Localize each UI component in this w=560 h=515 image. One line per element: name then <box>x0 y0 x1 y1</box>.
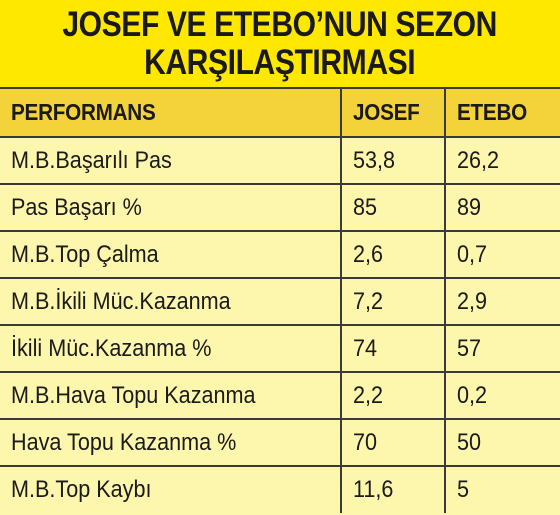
table-row: Hava Topu Kazanma % 70 50 <box>0 418 560 467</box>
josef-value-text: 53,8 <box>353 146 396 174</box>
table-row: M.B.Top Kaybı 11,6 5 <box>0 465 560 513</box>
etebo-value: 0,2 <box>444 371 560 420</box>
header-josef-label: JOSEF <box>353 99 420 125</box>
josef-value: 7,2 <box>340 277 446 326</box>
table-row: M.B.Hava Topu Kazanma 2,2 0,2 <box>0 371 560 420</box>
josef-value: 74 <box>340 324 446 373</box>
etebo-value-text: 26,2 <box>457 146 500 174</box>
stat-label-text: İkili Müc.Kazanma % <box>11 334 212 362</box>
etebo-value: 5 <box>444 465 560 513</box>
josef-value: 70 <box>340 418 446 467</box>
stat-label: M.B.Top Kaybı <box>0 465 342 513</box>
stat-label: M.B.Başarılı Pas <box>0 136 342 185</box>
etebo-value: 2,9 <box>444 277 560 326</box>
etebo-value: 26,2 <box>444 136 560 185</box>
etebo-value: 57 <box>444 324 560 373</box>
table-row: M.B.İkili Müc.Kazanma 7,2 2,9 <box>0 277 560 326</box>
etebo-value: 50 <box>444 418 560 467</box>
josef-value-text: 7,2 <box>353 287 384 315</box>
stat-label-text: M.B.Top Kaybı <box>11 476 152 503</box>
title-line-2: KARŞILAŞTIRMASI <box>144 42 416 82</box>
stat-label-text: Pas Başarı % <box>11 193 142 221</box>
table-row: M.B.Top Çalma 2,6 0,7 <box>0 230 560 279</box>
etebo-value: 0,7 <box>444 230 560 279</box>
josef-value-text: 74 <box>353 334 378 362</box>
stat-label: İkili Müc.Kazanma % <box>0 324 342 373</box>
josef-value: 85 <box>340 183 446 232</box>
etebo-value-text: 0,7 <box>457 240 488 268</box>
title-banner: JOSEF VE ETEBO’NUN SEZON KARŞILAŞTIRMASI <box>0 0 560 89</box>
stat-label-text: M.B.Hava Topu Kazanma <box>11 381 256 409</box>
header-performans-label: PERFORMANS <box>11 99 156 125</box>
stat-label-text: Hava Topu Kazanma % <box>11 428 237 456</box>
header-josef: JOSEF <box>340 89 446 138</box>
etebo-value: 89 <box>444 183 560 232</box>
stat-label: M.B.Top Çalma <box>0 230 342 279</box>
table-row: M.B.Başarılı Pas 53,8 26,2 <box>0 136 560 185</box>
josef-value: 2,2 <box>340 371 446 420</box>
josef-value-text: 11,6 <box>353 476 394 503</box>
josef-value: 2,6 <box>340 230 446 279</box>
header-etebo: ETEBO <box>444 89 560 138</box>
stat-label-text: M.B.İkili Müc.Kazanma <box>11 287 231 315</box>
josef-value-text: 2,2 <box>353 381 384 409</box>
stat-label-text: M.B.Top Çalma <box>11 240 159 268</box>
table-row: İkili Müc.Kazanma % 74 57 <box>0 324 560 373</box>
table-row: Pas Başarı % 85 89 <box>0 183 560 232</box>
etebo-value-text: 5 <box>457 476 470 503</box>
stat-label: M.B.Hava Topu Kazanma <box>0 371 342 420</box>
josef-value: 11,6 <box>340 465 446 513</box>
etebo-value-text: 89 <box>457 193 482 221</box>
stat-label-text: M.B.Başarılı Pas <box>11 146 172 174</box>
etebo-value-text: 2,9 <box>457 287 488 315</box>
comparison-table: PERFORMANS JOSEF ETEBO M.B.Başarılı Pas … <box>0 89 560 513</box>
stat-label: Pas Başarı % <box>0 183 342 232</box>
etebo-value-text: 0,2 <box>457 381 488 409</box>
josef-value-text: 85 <box>353 193 378 221</box>
header-etebo-label: ETEBO <box>457 99 527 125</box>
josef-value-text: 70 <box>353 428 378 456</box>
stat-label: M.B.İkili Müc.Kazanma <box>0 277 342 326</box>
josef-value: 53,8 <box>340 136 446 185</box>
etebo-value-text: 57 <box>457 334 482 362</box>
title-line-1: JOSEF VE ETEBO’NUN SEZON <box>62 4 498 44</box>
header-performans: PERFORMANS <box>0 89 342 138</box>
stat-label: Hava Topu Kazanma % <box>0 418 342 467</box>
etebo-value-text: 50 <box>457 428 482 456</box>
table-header-row: PERFORMANS JOSEF ETEBO <box>0 89 560 138</box>
josef-value-text: 2,6 <box>353 240 384 268</box>
